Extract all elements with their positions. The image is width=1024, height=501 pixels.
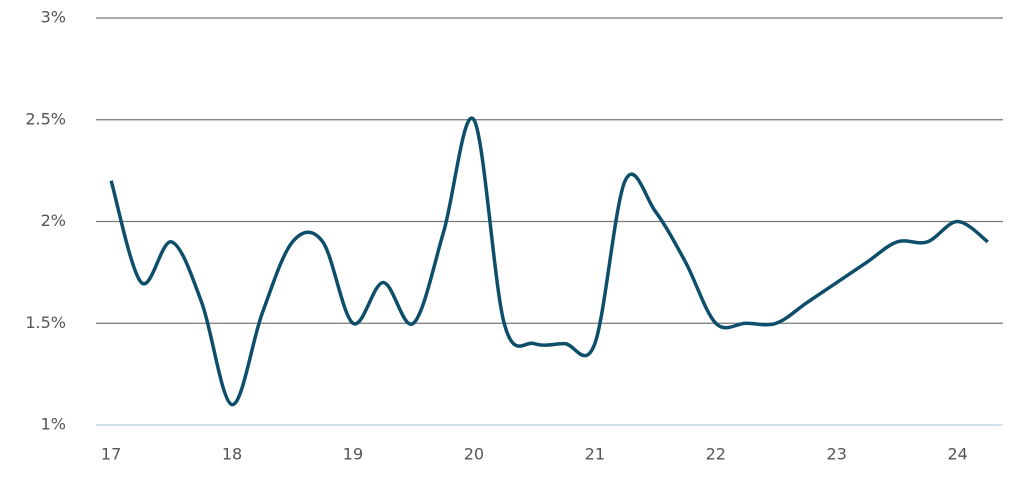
x-tick-label: 22 [706,445,726,464]
x-tick-label: 19 [343,445,363,464]
x-tick-label: 18 [222,445,242,464]
line-series [109,116,989,407]
x-tick-label: 23 [827,445,847,464]
y-tick-label: 1.5% [25,313,66,332]
y-tick-label: 2% [41,211,66,230]
x-tick-label: 24 [947,445,967,464]
y-tick-label: 3% [41,8,66,27]
y-tick-label: 1% [41,415,66,434]
x-tick-label: 21 [585,445,605,464]
x-tick-label: 17 [101,445,121,464]
x-tick-label: 20 [464,445,484,464]
y-tick-label: 2.5% [25,109,66,128]
